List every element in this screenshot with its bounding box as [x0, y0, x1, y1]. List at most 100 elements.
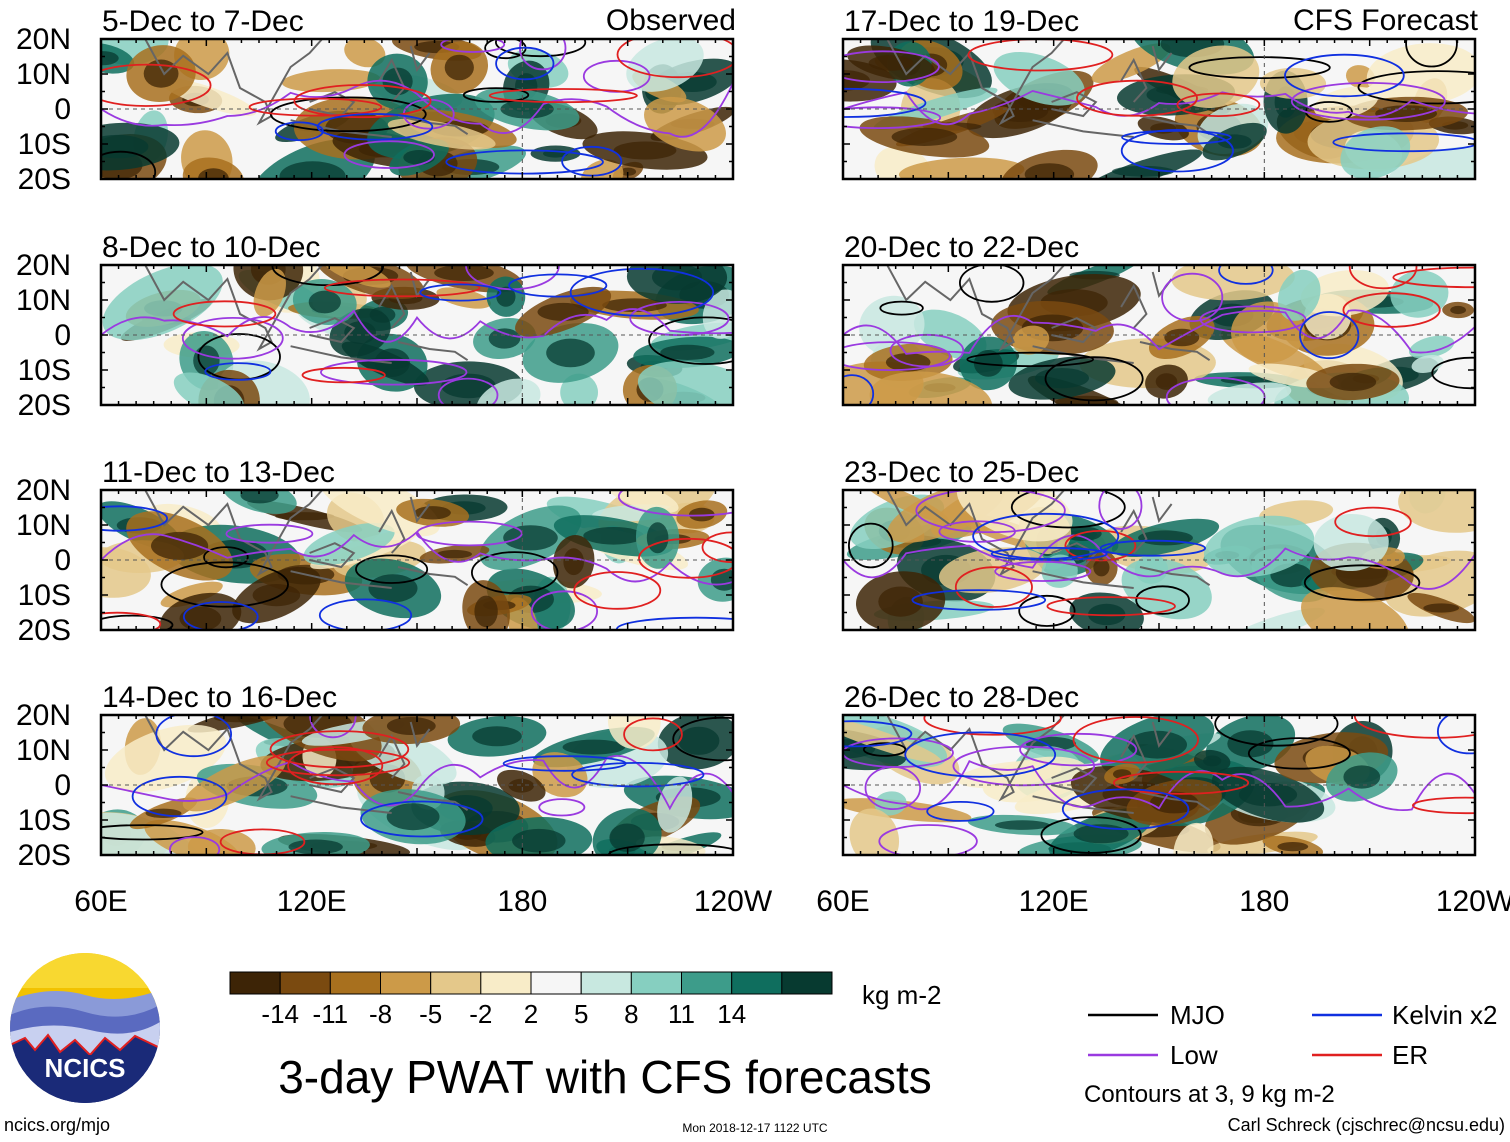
contour-er [1348, 265, 1418, 290]
contour-mjo [862, 742, 907, 757]
contour-note: Contours at 3, 9 kg m-2 [1084, 1081, 1335, 1108]
lon-label: 120W [694, 885, 773, 918]
contour-kelvin [204, 362, 272, 381]
colorbar-label: 14 [717, 999, 746, 1029]
lat-label: 0 [54, 769, 71, 802]
contour-er [101, 611, 162, 630]
contour-kelvin [1061, 788, 1190, 830]
colorbar-label: 8 [624, 999, 638, 1029]
panel-period: 11-Dec to 13-Dec [102, 456, 335, 489]
legend-label-kelvin: Kelvin x2 [1392, 1000, 1498, 1030]
contour-kelvin [316, 113, 434, 141]
lat-label: 10N [16, 284, 71, 317]
contour-low [1098, 490, 1143, 530]
colorbar-swatch [630, 971, 682, 995]
contour-mjo [847, 522, 894, 569]
forecast-panel-1: 17-Dec to 19-Dec [841, 5, 1477, 181]
contour-low [530, 590, 598, 630]
legend-label-low: Low [1170, 1040, 1218, 1070]
contour-mjo [269, 96, 427, 133]
color-bar: -14 -11 -8 -5 -2 2 5 8 11 14 [229, 971, 833, 1029]
lon-label: 120E [277, 885, 347, 918]
lon-label: 180 [1239, 885, 1289, 918]
contour-low [343, 140, 435, 169]
contour-er [269, 730, 410, 769]
lat-label: 20N [16, 249, 71, 282]
contour-mjo [203, 546, 249, 569]
contour-low [1290, 82, 1446, 121]
contour-mjo [495, 39, 587, 58]
pwat-field [843, 265, 1475, 405]
contour-er [301, 366, 386, 384]
contour-low [440, 39, 506, 53]
contour-er [954, 566, 1033, 608]
contour-kelvin [843, 87, 927, 118]
contour-kelvin [508, 273, 608, 298]
colorbar-swatch [229, 971, 281, 995]
lon-label: 60E [816, 885, 869, 918]
contour-mjo [672, 716, 733, 762]
ncics-logo: NCICS [10, 953, 160, 1103]
contour-kelvin [183, 601, 259, 630]
panel-period: 26-Dec to 28-Dec [844, 681, 1079, 714]
contour-kelvin [445, 149, 604, 175]
contour-kelvin [1437, 715, 1475, 755]
colorbar-swatch [380, 971, 432, 995]
contour-low [878, 824, 978, 855]
colorbar-swatch [329, 971, 381, 995]
lat-label: 10S [18, 804, 71, 837]
contour-kelvin [843, 374, 875, 405]
contour-er [1334, 506, 1412, 538]
forecast-panel-4: 26-Dec to 28-Dec [841, 681, 1477, 857]
contour-mjo [1010, 490, 1126, 529]
lat-label: 10S [18, 579, 71, 612]
contour-legend: MJO Kelvin x2 Low ER Contours at 3, 9 kg… [1084, 1000, 1498, 1108]
contour-mjo [1018, 594, 1076, 627]
contour-low [617, 490, 733, 517]
contour-er [101, 63, 212, 107]
contour-kelvin [502, 755, 627, 772]
contour-mjo [462, 87, 530, 103]
contour-kelvin [495, 46, 555, 81]
contour-kelvin [561, 145, 623, 177]
colorbar-label: -8 [369, 999, 392, 1029]
contour-low [952, 745, 1096, 787]
colorbar-swatch [580, 971, 632, 995]
contour-kelvin [990, 546, 1108, 561]
contour-er [248, 97, 383, 117]
contour-mjo [160, 561, 289, 608]
logo-text: NCICS [45, 1053, 126, 1083]
colorbar-label: 11 [668, 999, 695, 1029]
contour-kelvin [155, 715, 232, 758]
legend-label-er: ER [1392, 1040, 1428, 1070]
contour-er [1412, 796, 1475, 815]
lat-label: 10N [16, 58, 71, 91]
contour-kelvin [1218, 265, 1274, 285]
pwat-field [843, 490, 1475, 630]
contour-kelvin [571, 762, 705, 788]
contour-low [538, 798, 586, 817]
contour-er [293, 84, 432, 119]
contour-mjo [101, 614, 174, 630]
contour-mjo [101, 824, 204, 841]
colorbar-swatch [279, 971, 331, 995]
colorbar-label: -2 [469, 999, 492, 1029]
lat-label: 20S [18, 614, 71, 647]
contour-er [1076, 79, 1198, 117]
contour-kelvin [926, 801, 995, 822]
contour-er [1112, 770, 1250, 795]
contour-er [323, 278, 481, 298]
legend-label-mjo: MJO [1170, 1000, 1225, 1030]
contour-er [638, 537, 733, 579]
contour-mjo [101, 150, 157, 179]
contour-er [287, 746, 384, 786]
contour-low [320, 358, 468, 386]
colorbar-unit: kg m-2 [862, 980, 941, 1010]
footer-timestamp: Mon 2018-12-17 1122 UTC [682, 1121, 828, 1135]
colorbar-label: 2 [524, 999, 538, 1029]
lon-label: 180 [497, 885, 547, 918]
panel-period: 23-Dec to 25-Dec [844, 456, 1079, 489]
